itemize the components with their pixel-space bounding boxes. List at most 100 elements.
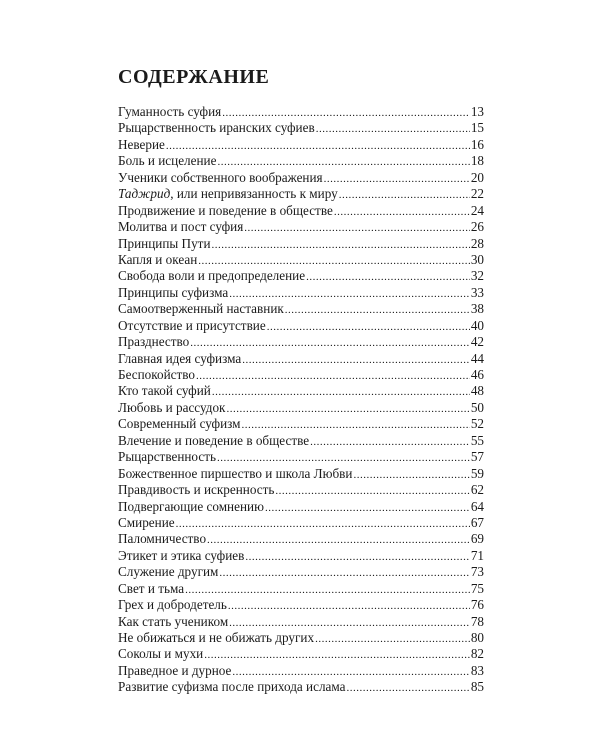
toc-entry-title: Подвергающие сомнению xyxy=(118,499,264,515)
toc-entry-title: Любовь и рассудок xyxy=(118,400,225,416)
toc-entry[interactable]: Праведное и дурное 83 xyxy=(118,663,484,679)
toc-entry-title-text: Любовь и рассудок xyxy=(118,399,226,415)
toc-entry[interactable]: Боль и исцеление 18 xyxy=(118,153,484,169)
toc-entry[interactable]: Ученики собственного воображения 20 xyxy=(118,170,484,186)
toc-entry-title: Принципы Пути xyxy=(118,236,211,252)
dot-leader xyxy=(310,434,470,450)
toc-entry-page: 38 xyxy=(470,301,484,317)
dot-leader xyxy=(212,384,470,400)
toc-entry[interactable]: Беспокойство 46 xyxy=(118,367,484,383)
toc-entry-title-text: Гуманность суфия xyxy=(118,104,222,119)
toc-entry[interactable]: Самоотверженный наставник 38 xyxy=(118,301,484,317)
toc-entry[interactable]: Продвижение и поведение в обществе 24 xyxy=(118,203,484,219)
toc-entry[interactable]: Любовь и рассудок 50 xyxy=(118,400,484,416)
toc-entry[interactable]: Паломничество 69 xyxy=(118,531,484,547)
toc-entry[interactable]: Рыцарственность 57 xyxy=(118,449,484,465)
toc-entry-page: 69 xyxy=(470,531,484,547)
toc-entry[interactable]: Служение другим 73 xyxy=(118,564,484,580)
toc-entry-title: Ученики собственного воображения xyxy=(118,170,323,186)
toc-entry-title: Не обижаться и не обижать других xyxy=(118,630,314,646)
toc-entry-title-text: Самоотверженный наставник xyxy=(118,301,284,317)
toc-entry[interactable]: Влечение и поведение в обществе 55 xyxy=(118,433,484,449)
dot-leader xyxy=(204,647,470,663)
dot-leader xyxy=(226,401,469,417)
toc-entry[interactable]: Принципы Пути 28 xyxy=(118,236,484,252)
toc-entry-title-text: Беспокойство xyxy=(118,367,195,382)
toc-entry-page: 78 xyxy=(470,613,484,629)
toc-entry[interactable]: Грех и добродетель 76 xyxy=(118,597,484,613)
toc-entry[interactable]: Главная идея суфизма 44 xyxy=(118,351,484,367)
toc-entry[interactable]: Развитие суфизма после прихода ислама 85 xyxy=(118,679,484,695)
toc-entry[interactable]: Не обижаться и не обижать других 80 xyxy=(118,630,484,646)
toc-entry-page: 55 xyxy=(470,432,484,448)
toc-entry-title-text: Молитва и пост суфия xyxy=(118,219,244,235)
dot-leader xyxy=(232,664,469,680)
toc-entry-title: Смирение xyxy=(118,515,175,531)
toc-entry-title: Самоотверженный наставник xyxy=(118,301,284,317)
dot-leader xyxy=(222,105,470,121)
toc-entry-title-text: Божественное пиршество и школа Любви xyxy=(118,465,353,481)
dot-leader xyxy=(196,368,470,384)
toc-entry-title-text: Кто такой суфий xyxy=(118,383,211,399)
toc-entry[interactable]: Свобода воли и предопределение 32 xyxy=(118,268,484,284)
toc-entry[interactable]: Божественное пиршество и школа Любви 59 xyxy=(118,466,484,482)
toc-entry-title: Служение другим xyxy=(118,564,218,580)
toc-entry[interactable]: Рыцарственность иранских суфиев 15 xyxy=(118,120,484,136)
toc-entry-title-text: Рыцарственность иранских суфиев xyxy=(118,120,315,136)
toc-entry-title-text: Правдивость и искренность xyxy=(118,482,275,498)
toc-entry-title: Праведное и дурное xyxy=(118,663,231,679)
toc-entry[interactable]: Соколы и мухи 82 xyxy=(118,646,484,662)
toc-entry[interactable]: Свет и тьма 75 xyxy=(118,581,484,597)
toc-entry[interactable]: Капля и океан 30 xyxy=(118,252,484,268)
toc-entry-title-text: Рыцарственность xyxy=(118,449,216,465)
toc-entry-title-text: Грех и добродетель xyxy=(118,597,227,613)
toc-entry-title-text: Соколы и мухи xyxy=(118,646,204,662)
toc-entry-page: 28 xyxy=(470,235,484,251)
toc-entry-page: 57 xyxy=(470,449,484,465)
toc-entry[interactable]: Неверие 16 xyxy=(118,137,484,153)
toc-entry-title: Божественное пиршество и школа Любви xyxy=(118,466,352,482)
dot-leader xyxy=(166,138,470,154)
toc-entry[interactable]: Празднество 42 xyxy=(118,334,484,350)
toc-entry[interactable]: Подвергающие сомнению 64 xyxy=(118,499,484,515)
dot-leader xyxy=(265,500,470,516)
dot-leader xyxy=(217,450,470,466)
toc-entry-page: 50 xyxy=(470,399,484,415)
toc-entry-title-text: Свобода воли и предопределение xyxy=(118,268,306,284)
toc-entry-page: 80 xyxy=(470,630,484,645)
toc-entry-title: Влечение и поведение в обществе xyxy=(118,433,309,449)
dot-leader xyxy=(347,680,470,696)
toc-entry-title: Боль и исцеление xyxy=(118,153,216,169)
toc-entry-title-italic: Таджрид xyxy=(118,186,171,202)
toc-entry-title-text: Отсутствие и присутствие xyxy=(118,317,266,333)
toc-entry[interactable]: Кто такой суфий 48 xyxy=(118,383,484,399)
toc-entry[interactable]: Молитва и пост суфия 26 xyxy=(118,219,484,235)
toc-entry[interactable]: Правдивость и искренность 62 xyxy=(118,482,484,498)
toc-entry-title-text: Праведное и дурное xyxy=(118,662,232,678)
toc-entry[interactable]: Таджрид, или непривязанность к миру 22 xyxy=(118,186,484,202)
dot-leader xyxy=(228,598,470,614)
dot-leader xyxy=(242,352,470,368)
toc-entry[interactable]: Смирение 67 xyxy=(118,515,484,531)
toc-entry[interactable]: Как стать учеником 78 xyxy=(118,614,484,630)
toc-entry-title: Современный суфизм xyxy=(118,416,241,432)
toc-entry-title: Продвижение и поведение в обществе xyxy=(118,203,333,219)
dot-leader xyxy=(212,237,470,253)
toc-entry-title-text: Смирение xyxy=(118,514,175,530)
toc-entry-page: 64 xyxy=(470,498,484,514)
toc-entry-title-text: Продвижение и поведение в обществе xyxy=(118,202,333,218)
toc-entry[interactable]: Принципы суфизма 33 xyxy=(118,285,484,301)
toc-entry-title-text: Влечение и поведение в обществе xyxy=(118,432,310,448)
toc-entry[interactable]: Современный суфизм 52 xyxy=(118,416,484,432)
toc-entry[interactable]: Этикет и этика суфиев 71 xyxy=(118,548,484,564)
toc-entry[interactable]: Гуманность суфия 13 xyxy=(118,104,484,120)
toc-entry-title: Молитва и пост суфия xyxy=(118,219,243,235)
dot-leader xyxy=(185,582,470,598)
toc-entry-title: Принципы суфизма xyxy=(118,285,228,301)
toc-entry-page: 42 xyxy=(470,334,484,350)
toc-entry-page: 82 xyxy=(470,646,484,662)
toc-entry-title: Как стать учеником xyxy=(118,614,228,630)
table-of-contents: Гуманность суфия13Рыцарственность иранск… xyxy=(118,104,484,696)
toc-entry-title: Рыцарственность иранских суфиев xyxy=(118,120,315,136)
toc-entry[interactable]: Отсутствие и присутствие 40 xyxy=(118,318,484,334)
